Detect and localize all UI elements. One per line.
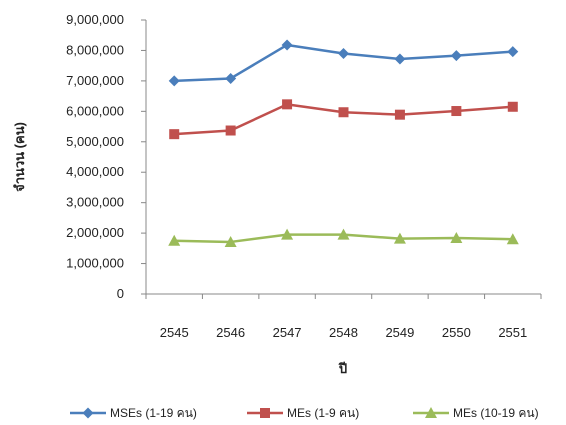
data-point: [451, 106, 462, 117]
y-ticks: 0 1,000,000 2,000,000 3,000,000 4,000,000 5,0…: [66, 12, 146, 301]
legend-label: MSEs (1-19 คน): [110, 406, 197, 420]
data-point: [281, 228, 294, 240]
x-tick-label: 2545: [160, 325, 189, 340]
series-0: [168, 39, 519, 87]
legend-marker: [260, 408, 270, 418]
x-tick-label: 2550: [442, 325, 471, 340]
y-tick-label: 9,000,000: [66, 12, 124, 27]
legend-item: MEs (1-9 คน): [247, 406, 359, 420]
y-axis-title: จำนวน (คน): [12, 122, 27, 192]
data-point: [507, 101, 518, 112]
x-axis-title: ปี: [338, 361, 347, 376]
y-tick-label: 5,000,000: [66, 134, 124, 149]
x-tick-label: 2551: [498, 325, 527, 340]
y-tick-label: 1,000,000: [66, 256, 124, 271]
data-point: [394, 53, 406, 65]
data-point: [225, 72, 237, 84]
x-tick-label: 2547: [273, 325, 302, 340]
data-point: [450, 231, 463, 243]
data-point: [338, 47, 349, 59]
legend: MSEs (1-19 คน) MEs (1-9 คน) MEs (10-19 คน): [70, 406, 539, 420]
data-point: [168, 75, 180, 87]
data-point: [507, 46, 519, 58]
data-point: [224, 235, 237, 247]
data-point: [169, 129, 180, 140]
y-tick-label: 2,000,000: [66, 225, 124, 240]
data-point: [337, 228, 350, 240]
data-point: [393, 232, 406, 244]
legend-marker: [82, 407, 94, 419]
data-point: [225, 125, 236, 136]
legend-label: MEs (10-19 คน): [453, 406, 539, 420]
legend-item: MSEs (1-19 คน): [70, 406, 197, 420]
data-point: [168, 234, 181, 246]
x-tick-label: 2548: [329, 325, 358, 340]
data-point: [338, 107, 349, 118]
data-point: [281, 39, 293, 51]
x-tick-label: 2549: [385, 325, 414, 340]
legend-item: MEs (10-19 คน): [413, 406, 539, 420]
data-point: [450, 50, 462, 62]
data-point: [506, 233, 519, 245]
series-1: [169, 99, 518, 140]
y-tick-label: 7,000,000: [66, 73, 124, 88]
series-2: [168, 228, 519, 247]
data-point: [282, 99, 293, 110]
series-layer: [168, 39, 519, 247]
y-tick-label: 6,000,000: [66, 103, 124, 118]
x-tick-label: 2546: [216, 325, 245, 340]
legend-marker: [425, 407, 437, 418]
y-tick-label: 3,000,000: [66, 195, 124, 210]
legend-label: MEs (1-9 คน): [287, 406, 359, 420]
y-tick-label: 8,000,000: [66, 42, 124, 57]
y-tick-label: 4,000,000: [66, 164, 124, 179]
y-tick-label: 0: [117, 286, 124, 301]
x-ticks: 2545 2546 2547 2548 2549 2550 2551: [145, 294, 542, 340]
data-point: [394, 109, 405, 120]
